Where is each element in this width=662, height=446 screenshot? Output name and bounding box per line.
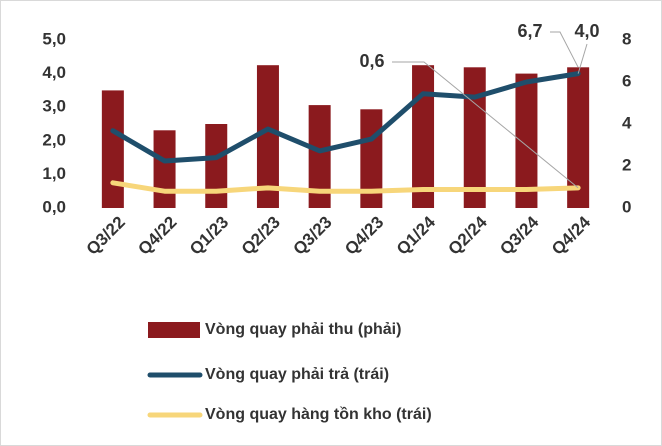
y2-tick-label: 0 [622,197,631,216]
bar [205,124,228,208]
leader-line [392,61,579,189]
legend-label: Vòng quay hàng tồn kho (trái) [205,406,432,423]
bar [412,65,435,208]
bar [515,73,538,208]
y2-tick-label: 8 [622,29,631,48]
data-label: 4,0 [574,21,599,41]
y2-tick-label: 4 [622,113,632,132]
y-tick-label: 2,0 [42,130,66,149]
legend-label: Vòng quay phải thu (phải) [205,321,401,338]
y-tick-label: 5,0 [42,29,66,48]
y-tick-label: 1,0 [42,164,66,183]
bar [101,90,124,208]
bar [153,130,176,208]
bar [308,105,331,208]
y2-tick-label: 6 [622,71,631,90]
y2-tick-label: 2 [622,155,631,174]
bar [567,67,590,208]
y-tick-label: 3,0 [42,97,66,116]
line [110,71,581,164]
legend-label: Vòng quay phải trả (trái) [205,366,389,383]
leader-line [577,43,588,74]
y-tick-label: 0,0 [42,197,66,216]
data-label: 0,6 [359,51,384,71]
legend-swatch [148,322,200,338]
data-label: 6,7 [517,21,542,41]
y-tick-label: 4,0 [42,63,66,82]
bar [256,65,279,208]
leader-line [550,31,579,68]
line [110,180,581,194]
bar [463,67,486,208]
